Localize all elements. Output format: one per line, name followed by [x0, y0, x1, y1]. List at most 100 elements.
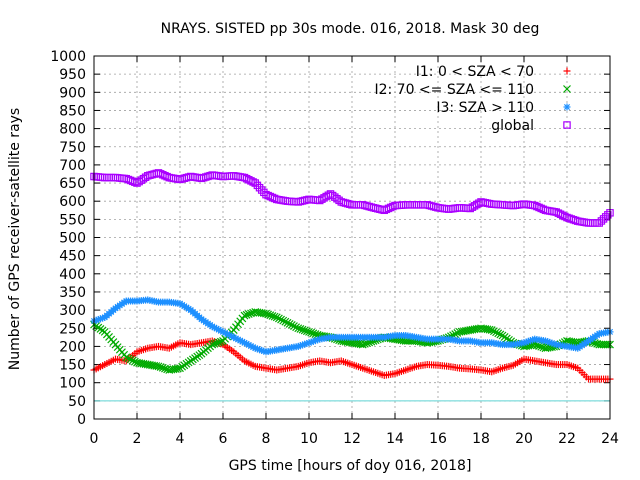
trace-marker	[354, 201, 363, 209]
data-point	[251, 179, 260, 187]
y-tick-label: 300	[59, 303, 86, 319]
trace-marker	[128, 356, 137, 365]
trace-marker	[212, 339, 221, 348]
trace-marker	[417, 201, 425, 209]
trace-marker	[492, 200, 500, 209]
trace-marker	[300, 326, 309, 335]
trace-marker	[247, 177, 255, 185]
y-tick-label: 1000	[50, 49, 86, 65]
x-tick-label: 22	[558, 431, 576, 447]
trace-marker	[290, 322, 298, 330]
grid	[94, 56, 610, 419]
y-tick-label: 250	[59, 321, 86, 337]
chart-title: NRAYS. SISTED pp 30s mode. 016, 2018. Ma…	[161, 21, 540, 37]
x-tick-label: 16	[429, 431, 447, 447]
trace-marker	[489, 327, 498, 336]
y-tick-label: 200	[59, 339, 86, 355]
trace-marker	[225, 172, 234, 180]
trace-marker	[257, 186, 266, 194]
plot-frame	[93, 55, 611, 420]
trace-marker	[307, 328, 316, 337]
trace-marker	[247, 309, 255, 318]
trace-marker	[597, 217, 606, 225]
trace-marker	[496, 200, 505, 209]
y-tick-label: 150	[59, 358, 86, 374]
data-point	[154, 362, 163, 371]
trace-marker	[601, 213, 610, 221]
trace-marker	[492, 328, 500, 337]
y-tick-label: 450	[59, 249, 86, 265]
trace-marker	[494, 329, 503, 338]
trace-marker	[302, 327, 311, 336]
trace-marker	[253, 181, 262, 190]
trace-marker	[242, 310, 251, 319]
trace-marker	[173, 364, 182, 373]
trace-marker	[216, 337, 225, 346]
y-tick-label: 400	[59, 267, 86, 283]
legend-label: I3: SZA > 110	[436, 100, 534, 116]
y-tick-label: 750	[59, 140, 86, 156]
trace-marker	[589, 219, 597, 227]
data-point	[208, 340, 217, 349]
y-tick-label: 650	[59, 176, 86, 192]
data-point	[487, 326, 496, 334]
data-point	[294, 324, 303, 333]
trace-marker	[462, 204, 470, 212]
trace-marker	[496, 330, 505, 339]
trace-marker	[507, 201, 515, 210]
series-4	[90, 169, 614, 227]
x-tick-label: 18	[472, 431, 490, 447]
trace-marker	[604, 211, 612, 219]
trace-marker	[360, 339, 369, 348]
data-point	[358, 340, 367, 349]
trace-marker	[266, 311, 275, 320]
trace-marker	[395, 201, 404, 210]
legend-marker	[563, 67, 571, 75]
y-tick-label: 350	[59, 285, 86, 301]
trace-marker	[158, 363, 167, 372]
trace-marker	[161, 364, 169, 373]
data-point	[283, 318, 292, 327]
x-tick-label: 10	[300, 431, 318, 447]
x-tick-label: 20	[515, 431, 533, 447]
trace-marker	[408, 201, 416, 209]
x-tick-label: 14	[386, 431, 404, 447]
data-point	[262, 309, 270, 318]
legend-label: I2: 70 <= SZA <= 110	[374, 82, 534, 98]
y-tick-label: 50	[68, 394, 86, 410]
trace-marker	[453, 329, 462, 337]
trace-marker	[281, 317, 290, 326]
trace-marker	[268, 311, 277, 320]
x-tick-label: 8	[262, 431, 271, 447]
y-tick-label: 550	[59, 212, 86, 228]
series-group	[90, 169, 614, 383]
legend-marker	[563, 103, 571, 111]
trace-marker	[503, 201, 511, 209]
y-tick-label: 950	[59, 67, 86, 83]
y-axis-label: Number of GPS receiver-satellite rays	[7, 108, 23, 370]
data-point	[595, 219, 603, 227]
y-tick-label: 0	[77, 412, 86, 428]
x-tick-label: 2	[133, 431, 142, 447]
trace-marker	[227, 172, 236, 180]
y-tick-label: 700	[59, 158, 86, 174]
legend-label: global	[491, 118, 534, 134]
trace-marker	[290, 197, 298, 206]
x-axis-label: GPS time [hours of doy 016, 2018]	[229, 458, 472, 474]
series-3	[90, 296, 614, 356]
y-tick-label: 850	[59, 103, 86, 119]
trace-marker	[410, 201, 419, 209]
trace-marker	[292, 323, 301, 332]
x-tick-label: 4	[176, 431, 185, 447]
trace-marker	[406, 201, 414, 209]
trace-marker	[274, 314, 283, 323]
trace-marker	[485, 325, 494, 334]
trace-marker	[285, 319, 294, 328]
legend-marker	[563, 85, 571, 93]
trace-marker	[494, 200, 502, 209]
trace-marker	[537, 342, 546, 351]
trace-marker	[298, 325, 307, 334]
trace-marker	[419, 201, 427, 209]
y-tick-label: 600	[59, 194, 86, 210]
